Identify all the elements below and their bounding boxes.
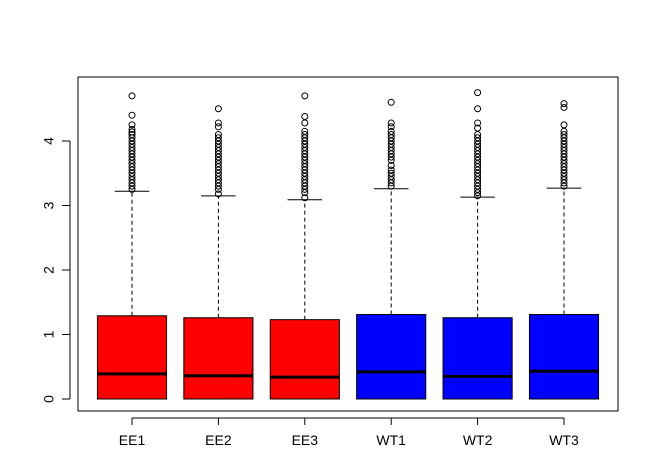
outlier-point [387, 123, 395, 131]
outlier-point [214, 131, 222, 139]
box-wt2 [442, 89, 513, 400]
box-wt3 [528, 100, 600, 400]
outlier-point [128, 111, 136, 119]
outlier-point [560, 100, 568, 108]
outlier-point [387, 98, 395, 106]
outlier-point [301, 127, 309, 135]
y-tick-label: 4 [41, 137, 57, 145]
box-body [356, 314, 427, 400]
x-axis: EE1 EE2 EE3 WT1 WT2 WT3 [119, 417, 579, 448]
outlier-point [474, 105, 482, 113]
x-tick-label: EE3 [292, 432, 319, 448]
x-tick-label: WT3 [549, 432, 579, 448]
box-body [96, 315, 168, 400]
x-tick-label: WT2 [463, 432, 493, 448]
outlier-point [128, 128, 136, 136]
outlier-point [560, 131, 568, 139]
y-tick-label: 1 [41, 330, 57, 338]
outlier-point [387, 162, 395, 170]
outlier-point [474, 124, 482, 132]
outlier-point [128, 125, 136, 133]
outlier-point [214, 123, 222, 131]
box-ee3 [269, 92, 340, 400]
box-body [183, 317, 254, 400]
outlier-point [128, 131, 136, 139]
box-body [442, 317, 513, 400]
y-tick-label: 3 [41, 201, 57, 209]
outlier-point [474, 89, 482, 97]
outlier-point [214, 190, 222, 198]
outlier-point [560, 103, 568, 111]
outlier-point [128, 121, 136, 129]
outlier-point [387, 119, 395, 127]
box-wt1 [356, 98, 427, 400]
box-body [269, 319, 340, 400]
outlier-point [214, 105, 222, 113]
y-axis: 0 1 2 3 4 [41, 137, 71, 403]
box-ee2 [183, 105, 254, 400]
box-body [528, 314, 600, 400]
plot-frame [77, 76, 619, 412]
x-tick-label: EE1 [119, 432, 146, 448]
outlier-point [474, 134, 482, 142]
outlier-point [387, 131, 395, 139]
outlier-point [214, 134, 222, 142]
outlier-point [387, 166, 395, 174]
y-tick-label: 0 [41, 395, 57, 403]
outlier-point [301, 112, 309, 120]
outlier-point [387, 127, 395, 135]
box-ee1 [96, 92, 168, 400]
outlier-point [301, 194, 309, 202]
boxes-layer [96, 89, 600, 400]
outlier-point [214, 119, 222, 127]
x-tick-label: EE2 [205, 432, 232, 448]
outlier-point [301, 131, 309, 139]
y-tick-label: 2 [41, 266, 57, 274]
outlier-point [301, 119, 309, 127]
x-tick-label: WT1 [376, 432, 406, 448]
outlier-point [474, 119, 482, 127]
outlier-point [387, 169, 395, 177]
outlier-point [560, 121, 568, 129]
outlier-point [301, 92, 309, 100]
outlier-point [128, 92, 136, 100]
